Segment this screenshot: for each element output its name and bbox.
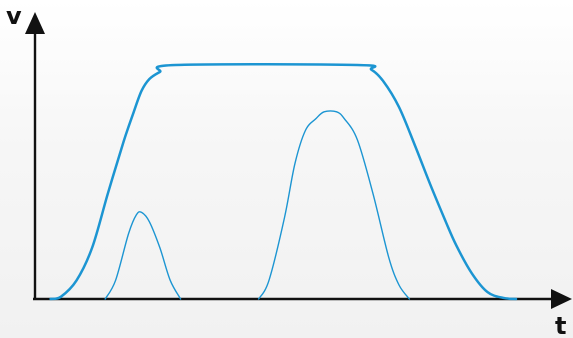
y-axis-arrowhead [25,12,45,34]
axes: v t [6,2,572,338]
series-line-1 [49,62,518,301]
series-line-3 [257,110,411,300]
series-layer [49,62,518,301]
x-axis-arrowhead [551,289,572,309]
y-axis-label: v [6,2,22,30]
series-line-2 [104,211,182,300]
x-axis-label: t [555,312,566,338]
